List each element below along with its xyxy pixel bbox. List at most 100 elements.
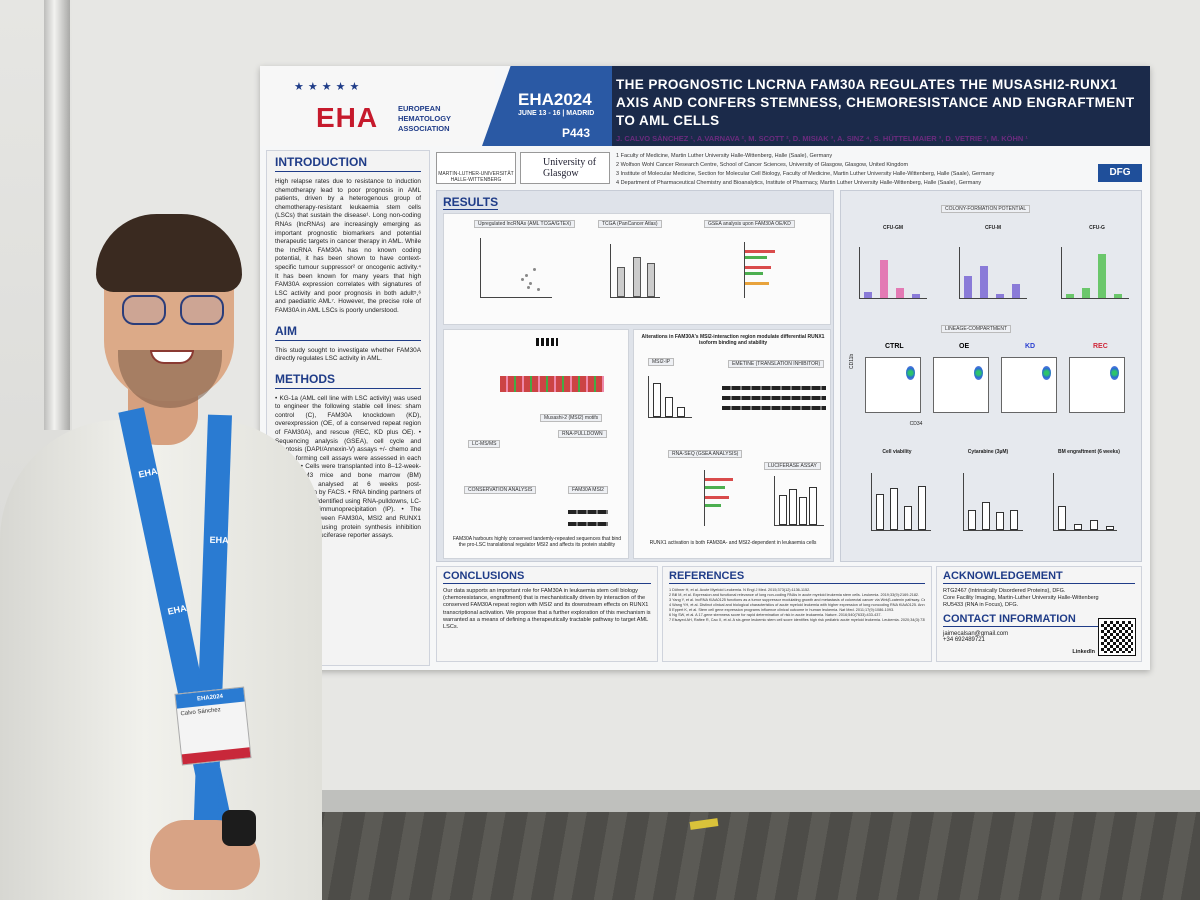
gsea-bar [745, 272, 763, 275]
methods-heading: METHODS [275, 372, 421, 389]
bar [890, 488, 898, 530]
gsea-bar [745, 266, 771, 269]
chart-title: Cytarabine (3µM) [967, 449, 1009, 455]
cfu-title: CFU-GM [883, 225, 903, 231]
cell-viability-chart [871, 473, 931, 531]
congress-name: EHA2024 [518, 90, 592, 109]
qr-code-icon [1098, 618, 1136, 656]
bar [996, 512, 1004, 530]
results-caption-right: RUNX1 activation is both FAM30A- and MSI… [649, 540, 817, 546]
bar [918, 486, 926, 530]
glasgow-logo: University of Glasgow [520, 152, 610, 184]
panel-label: FAM30A MSI2 [568, 486, 608, 494]
bar [968, 510, 976, 530]
conclusions-heading: CONCLUSIONS [443, 570, 651, 584]
results-card-top: Upregulated lncRNAs (AML TCGA/GTEX) TCGA… [443, 213, 831, 325]
flow-label: CTRL [885, 343, 904, 350]
chart-title: BM engraftment (6 weeks) [1058, 449, 1120, 455]
results-card-left: Musashi-2 (MSI2) motifs LC-MS/MS RNA-PUL… [443, 329, 629, 559]
results-heading: RESULTS [443, 195, 499, 210]
affiliation: 2 Wolfson Wohl Cancer Research Centre, S… [616, 162, 909, 168]
methods-text: • KG-1a (AML cell line with LSC activity… [275, 394, 421, 540]
acknowledgement-item: RU5433 (RNA in Focus), DFG. [943, 602, 1019, 608]
sequence-alignment [500, 376, 604, 392]
acknowledgement-item: Core Facility Imaging, Martin-Luther Uni… [943, 595, 1099, 601]
gsea-barplot [744, 242, 804, 298]
western-blot-band [722, 406, 826, 410]
bar [1082, 288, 1090, 298]
gene-structure [536, 338, 558, 346]
cfu-title: CFU-M [984, 225, 1002, 231]
panel-label: EMETINE (TRANSLATION INHIBITOR) [728, 360, 825, 368]
flow-x-axis: CD34 [909, 421, 923, 427]
panel-label: COLONY-FORMATION POTENTIAL [941, 205, 1031, 213]
affiliation: 4 Department of Pharmaceutical Chemistry… [616, 180, 982, 186]
conclusions-text: Our data supports an important role for … [443, 588, 651, 631]
bar [876, 494, 884, 530]
gsea-bar [705, 504, 721, 507]
bar [904, 506, 912, 530]
references-box: REFERENCES 1 Döhner H, et al. Acute Myel… [662, 566, 932, 662]
eha-logo: EHA [316, 102, 379, 133]
chart-title: Cell viability [882, 449, 912, 455]
acknowledgement-box: ACKNOWLEDGEMENT RTG2467 (Intrinsically D… [936, 566, 1142, 662]
bar [864, 292, 872, 298]
introduction-heading: INTRODUCTION [275, 155, 421, 172]
panel-label: MSI2-IP [648, 358, 675, 366]
cfu-g-chart [1061, 247, 1129, 299]
gsea-bar [705, 496, 729, 499]
results-panel: RESULTS Upregulated lncRNAs (AML TCGA/GT… [436, 190, 834, 562]
results-right-panel: COLONY-FORMATION POTENTIAL CFU-GM CFU-M … [840, 190, 1142, 562]
aim-text: This study sought to investigate whether… [275, 346, 421, 363]
bar [789, 489, 797, 525]
cfu-title: CFU-G [1089, 225, 1105, 231]
results-caption-left: FAM30A harbours highly conserved tandeml… [452, 536, 622, 548]
flow-label: KD [1025, 343, 1036, 350]
reference-item: 5 Eppert K, et al. Stem cell gene expres… [669, 608, 895, 612]
lanyard-text: EHA [166, 602, 188, 617]
bar [1012, 284, 1020, 298]
contact-email: jaimecalsan@gmail.com [943, 631, 1009, 637]
panel-label: Musashi-2 (MSI2) motifs [540, 414, 603, 422]
reference-item: 2 Bill M, et al. Expression and function… [669, 593, 920, 597]
gsea-bar [705, 478, 733, 481]
results-card-middle: Alterations in FAM30A's MSI2-interaction… [633, 329, 831, 559]
gsea-bar [745, 282, 769, 285]
gsea-bar [745, 250, 775, 253]
data-point [521, 278, 524, 281]
references-heading: REFERENCES [669, 570, 925, 584]
box [617, 267, 625, 297]
western-blot-band [722, 386, 826, 390]
reference-item: 1 Döhner H, et al. Acute Myeloid Leukemi… [669, 588, 811, 592]
bar [980, 266, 988, 298]
cytarabine-chart [963, 473, 1023, 531]
contact-heading: CONTACT INFORMATION [943, 613, 1135, 627]
eha-stars-icon: ★★★★★ [294, 81, 364, 93]
introduction-text: High relapse rates due to resistance to … [275, 178, 421, 314]
bar [912, 294, 920, 298]
panel-label: TCGA (PanCancer Atlas) [598, 220, 662, 228]
panel-label: GSEA analysis upon FAM30A OE/KD [704, 220, 795, 228]
panel-label: CONSERVATION ANALYSIS [464, 486, 537, 494]
glasses-icon [122, 295, 228, 325]
header-title-band [612, 66, 1150, 146]
panel-label: LINEAGE-COMPARTMENT [941, 325, 1012, 333]
dfg-logo: DFG [1098, 164, 1142, 182]
data-point [525, 274, 528, 277]
bar [1066, 294, 1074, 298]
flow-label: REC [1093, 343, 1108, 350]
bm-engraftment-chart [1053, 473, 1117, 531]
name-badge: EHA2024 Calvo Sánchez [174, 686, 252, 766]
bar [996, 294, 1004, 298]
bar [665, 397, 673, 417]
conclusions-box: CONCLUSIONS Our data supports an importa… [436, 566, 658, 662]
bar [1090, 520, 1098, 530]
scientific-poster: ★★★★★ EHA EUROPEAN HEMATOLOGY ASSOCIATIO… [260, 66, 1150, 670]
data-point [527, 286, 530, 289]
panel-label: RNA-PULLDOWN [558, 430, 607, 438]
board-post [44, 0, 70, 430]
lens [180, 295, 224, 325]
panel-label: LUCIFERASE ASSAY [764, 462, 821, 470]
reference-item: 6 Ng SW, et al. A 17-gene stemness score… [669, 613, 882, 617]
bar [779, 495, 787, 525]
